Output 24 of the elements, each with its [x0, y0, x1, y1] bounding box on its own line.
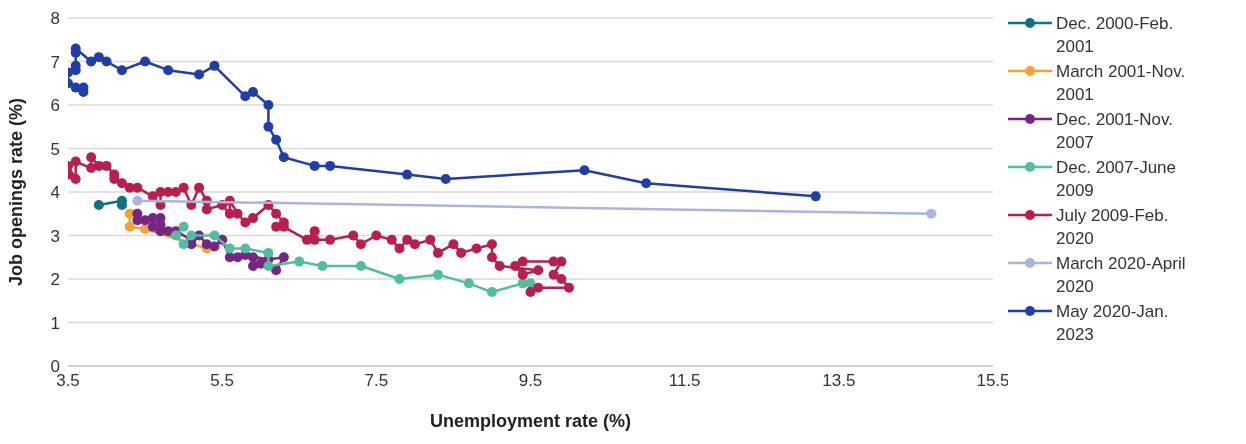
x-tick-label: 5.5 [210, 371, 234, 391]
y-tick-label: 6 [50, 96, 60, 116]
x-axis-title: Unemployment rate (%) [429, 410, 632, 431]
x-tick-label: 3.5 [56, 371, 80, 391]
x-tick-label: 15.5 [976, 371, 1010, 391]
y-tick-label: 4 [50, 183, 60, 203]
x-tick-label: 9.5 [518, 371, 543, 391]
y-tick-label: 7 [50, 52, 60, 72]
legend-label: March 2001-Nov. 2001 [1056, 61, 1187, 106]
y-axis-title: Job openings rate (%) [6, 97, 27, 287]
legend-label: Dec. 2000-Feb. 2001 [1056, 13, 1175, 58]
legend-label: Dec. 2001-Nov. 2007 [1056, 109, 1174, 154]
y-tick-label: 2 [50, 270, 60, 290]
legend-label: July 2009-Feb. 2020 [1056, 205, 1170, 250]
y-tick-label: 5 [50, 139, 60, 159]
y-tick-label: 8 [50, 9, 60, 29]
y-tick-label: 3 [50, 226, 60, 246]
x-tick-label: 7.5 [364, 371, 389, 391]
x-tick-label: 11.5 [668, 371, 701, 391]
legend-label: May 2020-Jan. 2023 [1056, 301, 1170, 346]
x-tick-label: 13.5 [822, 371, 856, 391]
legend-label: Dec. 2007-June 2009 [1056, 157, 1178, 202]
legend-label: March 2020-April 2020 [1056, 253, 1187, 298]
y-tick-label: 1 [50, 313, 60, 333]
